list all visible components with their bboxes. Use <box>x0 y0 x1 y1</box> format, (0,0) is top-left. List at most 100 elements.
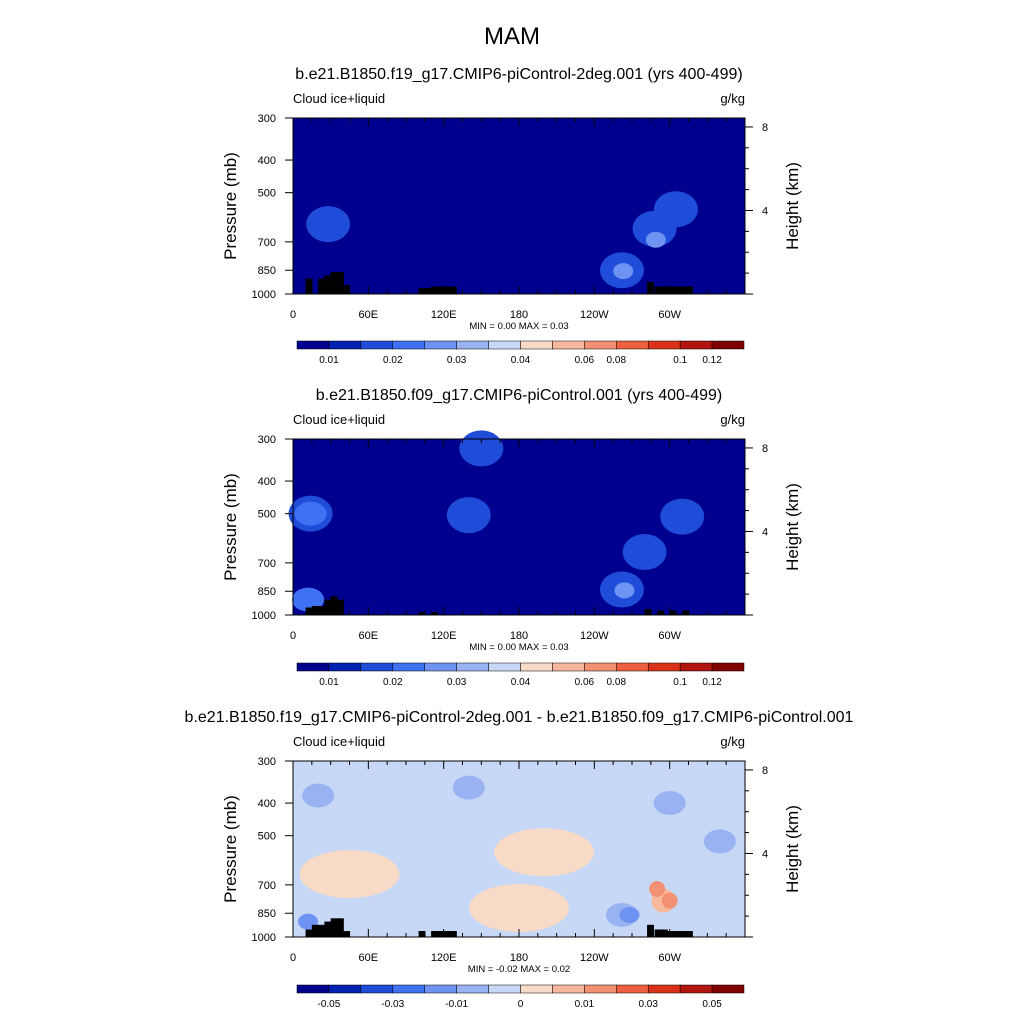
contour-blob <box>622 534 667 571</box>
topography-block <box>679 931 687 937</box>
colorbar-swatch <box>456 984 489 994</box>
colorbar-swatch <box>711 984 745 994</box>
colorbar-label: 0.02 <box>383 677 403 688</box>
colorbar-swatch <box>584 662 617 672</box>
x-tick-label: 60W <box>658 309 681 321</box>
colorbar-swatch <box>552 662 585 672</box>
contour-features <box>306 191 698 289</box>
contour-blob <box>619 906 640 923</box>
colorbar-label: 0.03 <box>447 355 467 366</box>
y-tick-label: 1000 <box>252 289 276 301</box>
x-tick-label: 180 <box>510 952 528 964</box>
colorbar-swatch <box>679 340 713 350</box>
colorbar-swatch <box>392 662 425 672</box>
contour-blob <box>306 206 351 243</box>
colorbar-swatch <box>647 662 681 672</box>
panel-title: b.e21.B1850.f09_g17.CMIP6-piControl.001 … <box>316 387 722 404</box>
colorbar-label: 0.1 <box>673 677 687 688</box>
y-right-tick-label: 8 <box>762 443 768 455</box>
y-tick-label: 300 <box>258 113 276 125</box>
topography-block <box>318 605 325 615</box>
colorbar-label: 0.04 <box>511 677 531 688</box>
colorbar-label: 0.04 <box>511 355 531 366</box>
colorbar-swatch <box>360 662 394 672</box>
colorbar-swatch <box>296 340 330 350</box>
colorbar-label: 0.06 <box>575 677 595 688</box>
topography <box>305 271 693 294</box>
min-max-label: MIN = 0.00 MAX = 0.03 <box>469 321 568 332</box>
colorbar-swatch <box>488 340 521 350</box>
y-right-tick-label: 8 <box>762 765 768 777</box>
variable-label: Cloud ice+liquid <box>293 734 385 749</box>
contour-blob <box>653 791 686 816</box>
topography-block <box>305 278 313 294</box>
panel-1: b.e21.B1850.f19_g17.CMIP6-piControl-2deg… <box>221 66 802 366</box>
topography-block <box>443 931 451 937</box>
colorbar-swatch <box>647 340 681 350</box>
panel-title: b.e21.B1850.f19_g17.CMIP6-piControl-2deg… <box>185 709 854 726</box>
topography-block <box>318 924 325 937</box>
colorbar-swatch <box>520 340 553 350</box>
colorbar-swatch <box>328 984 362 994</box>
topography-block <box>324 599 332 615</box>
topography-block <box>343 284 351 294</box>
topography-block <box>685 286 693 294</box>
panel-3: b.e21.B1850.f19_g17.CMIP6-piControl-2deg… <box>185 709 854 1010</box>
colorbar-swatch <box>328 662 362 672</box>
y-right-axis-title: Height (km) <box>783 162 802 250</box>
topography-block <box>336 599 344 615</box>
x-tick-label: 60E <box>359 309 379 321</box>
colorbar-swatch <box>392 340 425 350</box>
topography-block <box>437 931 445 937</box>
topography-block <box>679 286 687 294</box>
x-tick-label: 0 <box>290 309 296 321</box>
colorbar-swatch <box>552 984 585 994</box>
colorbar-swatch <box>328 340 362 350</box>
y-tick-label: 850 <box>258 586 276 598</box>
min-max-label: MIN = 0.00 MAX = 0.03 <box>469 642 568 653</box>
y-right-tick-label: 8 <box>762 122 768 134</box>
colorbar-swatch <box>392 984 425 994</box>
x-tick-label: 120E <box>431 630 457 642</box>
colorbar-swatch <box>711 340 745 350</box>
topography-block <box>660 286 668 294</box>
contour-blob <box>645 231 666 248</box>
colorbar-swatch <box>296 662 330 672</box>
colorbar-swatch <box>520 984 553 994</box>
x-tick-label: 0 <box>290 952 296 964</box>
y-tick-label: 500 <box>258 188 276 200</box>
colorbar-label: 0.03 <box>447 677 467 688</box>
y-tick-label: 700 <box>258 880 276 892</box>
topography-block <box>654 286 662 294</box>
y-tick-label: 1000 <box>252 610 276 622</box>
y-tick-label: 400 <box>258 476 276 488</box>
contour-blob <box>446 497 491 534</box>
colorbar-swatch <box>424 984 457 994</box>
contour-blob <box>660 498 705 535</box>
units-label: g/kg <box>720 734 745 749</box>
topography-block <box>418 612 426 615</box>
contour-blob <box>459 430 504 467</box>
topography-block <box>324 275 332 294</box>
colorbar-label: 0 <box>518 999 524 1010</box>
y-tick-label: 500 <box>258 509 276 521</box>
y-axis-title: Pressure (mb) <box>221 473 240 581</box>
topography-block <box>685 931 693 937</box>
contour-blob <box>452 775 485 800</box>
topography-block <box>449 931 457 937</box>
topography-block <box>669 610 677 615</box>
y-right-tick-label: 4 <box>762 205 768 217</box>
topography-block <box>437 286 445 294</box>
colorbar-swatch <box>296 984 330 994</box>
x-tick-label: 60E <box>359 630 379 642</box>
topography-block <box>318 278 325 294</box>
topography-block <box>449 286 457 294</box>
contour-blob <box>292 587 325 612</box>
colorbar-swatch <box>584 340 617 350</box>
contour-blob <box>302 783 335 808</box>
colorbar: -0.05 -0.03 -0.01 0 0.01 0.03 0.05 <box>296 984 745 1010</box>
x-tick-label: 60W <box>658 630 681 642</box>
x-tick-label: 120W <box>580 630 609 642</box>
topography-block <box>431 931 438 937</box>
